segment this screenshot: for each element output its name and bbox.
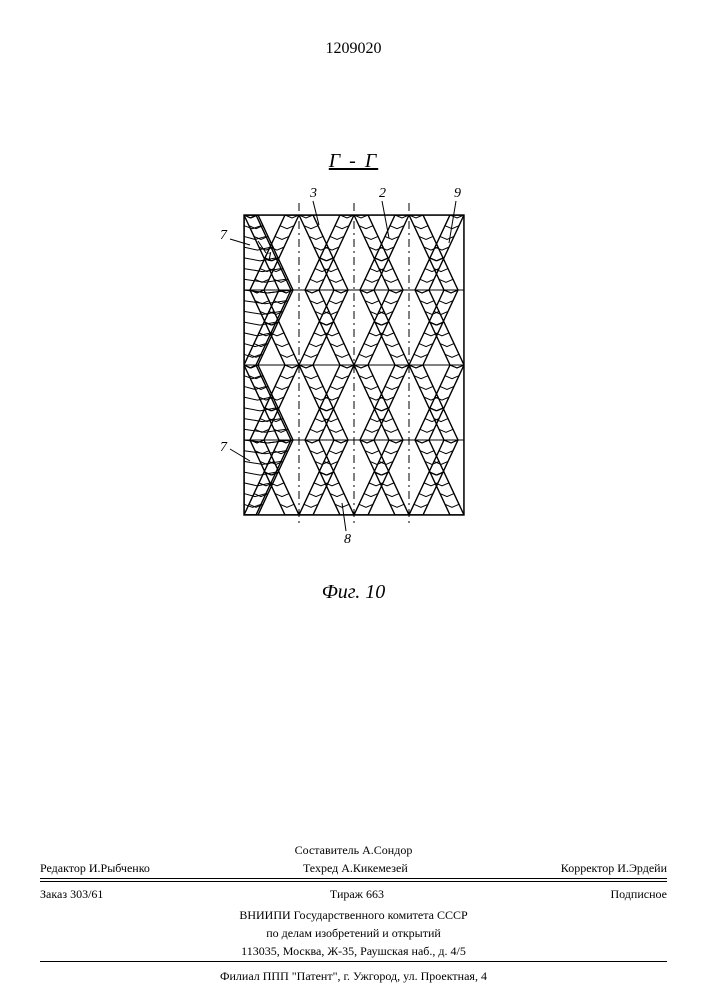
branch-line: Филиал ППП "Патент", г. Ужгород, ул. Про… bbox=[40, 964, 667, 984]
subscription: Подписное bbox=[610, 886, 667, 902]
svg-text:7: 7 bbox=[220, 440, 228, 455]
compiler-line: Составитель А.Сондор bbox=[40, 842, 667, 858]
patent-number: 1209020 bbox=[0, 40, 707, 58]
corrector: Корректор И.Эрдейи bbox=[561, 860, 667, 876]
compiler-name: А.Сондор bbox=[362, 843, 412, 857]
svg-text:7: 7 bbox=[220, 228, 228, 243]
section-label: Г - Г bbox=[0, 150, 707, 173]
divider-single bbox=[40, 961, 667, 962]
org-line2: по делам изобретений и открытий bbox=[40, 925, 667, 941]
divider-double bbox=[40, 878, 667, 882]
order-row: Заказ 303/61 Тираж 663 Подписное bbox=[40, 884, 667, 904]
editorial-row: Редактор И.Рыбченко Техред А.Кикемезей К… bbox=[40, 860, 667, 876]
compiler-label: Составитель bbox=[295, 843, 359, 857]
figure-svg: 3 2 9 7 1 7 8 bbox=[184, 183, 524, 573]
credits-block: Составитель А.Сондор Редактор И.Рыбченко… bbox=[40, 840, 667, 984]
techred: Техред А.Кикемезей bbox=[303, 860, 408, 876]
tirazh: Тираж 663 bbox=[330, 886, 384, 902]
order: Заказ 303/61 bbox=[40, 886, 103, 902]
figure-area: Г - Г 3 2 9 7 1 7 8 Фиг. 10 bbox=[0, 150, 707, 604]
svg-text:1: 1 bbox=[266, 250, 273, 265]
svg-text:9: 9 bbox=[454, 186, 461, 201]
editor: Редактор И.Рыбченко bbox=[40, 860, 150, 876]
figure-caption: Фиг. 10 bbox=[0, 581, 707, 604]
svg-text:2: 2 bbox=[379, 186, 386, 201]
org-line1: ВНИИПИ Государственного комитета СССР bbox=[40, 907, 667, 923]
svg-text:3: 3 bbox=[309, 186, 317, 201]
address: 113035, Москва, Ж-35, Раушская наб., д. … bbox=[40, 943, 667, 959]
svg-text:8: 8 bbox=[344, 532, 351, 547]
